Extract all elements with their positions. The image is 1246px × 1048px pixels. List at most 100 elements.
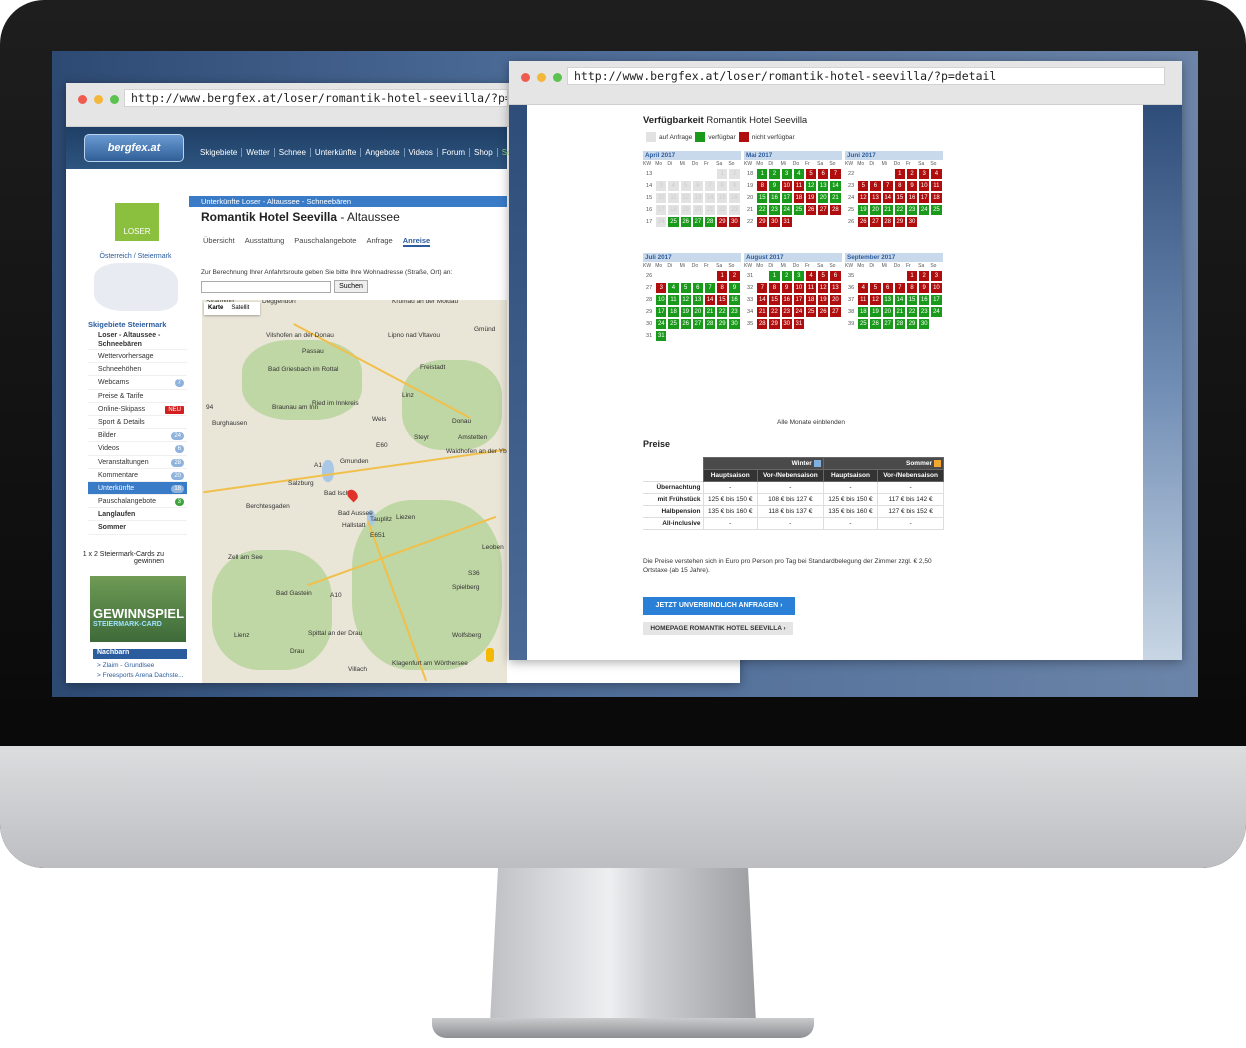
day-cell[interactable]: 20 (870, 205, 881, 215)
day-cell[interactable]: 2 (729, 271, 740, 281)
day-cell[interactable]: 28 (704, 217, 716, 227)
nav-item[interactable]: Shop (470, 148, 498, 157)
day-cell[interactable]: 17 (919, 193, 930, 203)
day-cell[interactable]: 1 (769, 271, 780, 281)
day-cell[interactable]: 3 (793, 271, 804, 281)
neighbor-link[interactable]: > Freesports Arena Dachste... (97, 672, 184, 679)
day-cell[interactable]: 30 (729, 217, 740, 227)
day-cell[interactable]: 12 (858, 193, 869, 203)
day-cell[interactable]: 5 (680, 181, 691, 191)
day-cell[interactable]: 17 (656, 307, 667, 317)
day-cell[interactable]: 27 (692, 217, 703, 227)
day-cell[interactable]: 18 (668, 205, 679, 215)
austria-map-thumbnail[interactable] (94, 263, 178, 311)
day-cell[interactable]: 20 (692, 205, 703, 215)
nav-item[interactable]: Angebote (361, 148, 405, 157)
day-cell[interactable]: 9 (781, 283, 792, 293)
day-cell[interactable]: 1 (757, 169, 768, 179)
sidebar-item[interactable]: Preise & Tarife (88, 390, 187, 403)
day-cell[interactable]: 6 (882, 283, 893, 293)
day-cell[interactable]: 20 (818, 193, 829, 203)
day-cell[interactable]: 13 (870, 193, 881, 203)
day-cell[interactable]: 31 (656, 331, 667, 341)
day-cell[interactable]: 3 (656, 283, 667, 293)
day-cell[interactable]: 17 (793, 295, 804, 305)
day-cell[interactable]: 28 (894, 319, 905, 329)
day-cell[interactable]: 15 (717, 295, 728, 305)
day-cell[interactable]: 16 (729, 193, 740, 203)
nav-item[interactable]: Skigebiete (196, 148, 243, 157)
route-map[interactable]: StraubingDeggendorfKrumau an der MoldauV… (202, 300, 507, 683)
day-cell[interactable]: 6 (692, 181, 703, 191)
day-cell[interactable]: 13 (882, 295, 893, 305)
day-cell[interactable]: 2 (769, 169, 780, 179)
day-cell[interactable]: 28 (704, 319, 716, 329)
browser-window-detail[interactable]: http://www.bergfex.at/loser/romantik-hot… (509, 61, 1182, 660)
nav-item[interactable]: Videos (405, 148, 438, 157)
day-cell[interactable]: 17 (656, 205, 667, 215)
day-cell[interactable]: 25 (668, 217, 679, 227)
map-tab-satellit[interactable]: Satellit (231, 305, 250, 311)
day-cell[interactable]: 3 (931, 271, 942, 281)
day-cell[interactable]: 26 (680, 319, 691, 329)
close-dot-icon[interactable] (521, 73, 530, 82)
day-cell[interactable]: 6 (692, 283, 703, 293)
day-cell[interactable]: 4 (931, 169, 942, 179)
day-cell[interactable]: 11 (858, 295, 869, 305)
day-cell[interactable]: 23 (906, 205, 918, 215)
day-cell[interactable]: 4 (793, 169, 804, 179)
breadcrumb[interactable]: Unterkünfte Loser - Altaussee - Schneebä… (189, 196, 507, 207)
sidebar-item[interactable]: Pauschalangebote 3 (88, 495, 187, 509)
sidebar-item[interactable]: Veranstaltungen 28 (88, 456, 187, 469)
day-cell[interactable]: 29 (717, 217, 728, 227)
day-cell[interactable]: 7 (882, 181, 893, 191)
day-cell[interactable]: 24 (919, 205, 930, 215)
day-cell[interactable]: 22 (894, 205, 905, 215)
day-cell[interactable]: 23 (729, 205, 740, 215)
day-cell[interactable]: 20 (882, 307, 893, 317)
neighbor-link[interactable]: > Zlaim - Grundlsee (97, 662, 155, 669)
sidebar-item[interactable]: Wettervorhersage (88, 350, 187, 364)
day-cell[interactable]: 12 (680, 295, 691, 305)
sidebar-item[interactable]: Loser - Altaussee - Schneebären (88, 330, 187, 350)
day-cell[interactable]: 14 (894, 295, 905, 305)
day-cell[interactable]: 10 (656, 295, 667, 305)
day-cell[interactable]: 29 (894, 217, 905, 227)
day-cell[interactable]: 5 (870, 283, 881, 293)
nav-item[interactable]: Forum (438, 148, 470, 157)
day-cell[interactable]: 9 (729, 181, 740, 191)
day-cell[interactable]: 7 (830, 169, 841, 179)
sidebar-item[interactable]: Videos 6 (88, 442, 187, 456)
day-cell[interactable]: 25 (793, 205, 804, 215)
day-cell[interactable]: 10 (931, 283, 942, 293)
homepage-button[interactable]: HOMEPAGE ROMANTIK HOTEL SEEVILLA › (643, 622, 793, 635)
day-cell[interactable]: 9 (919, 283, 930, 293)
day-cell[interactable]: 18 (805, 295, 817, 305)
day-cell[interactable]: 1 (906, 271, 918, 281)
day-cell[interactable]: 12 (818, 283, 829, 293)
day-cell[interactable]: 1 (894, 169, 905, 179)
day-cell[interactable]: 26 (870, 319, 881, 329)
day-cell[interactable]: 16 (919, 295, 930, 305)
day-cell[interactable]: 13 (692, 295, 703, 305)
day-cell[interactable]: 8 (894, 181, 905, 191)
day-cell[interactable]: 8 (906, 283, 918, 293)
day-cell[interactable]: 15 (906, 295, 918, 305)
nav-item[interactable]: Wetter (242, 148, 275, 157)
street-view-icon[interactable] (486, 648, 494, 662)
day-cell[interactable]: 27 (882, 319, 893, 329)
day-cell[interactable]: 30 (919, 319, 930, 329)
day-cell[interactable]: 18 (858, 307, 869, 317)
day-cell[interactable]: 4 (668, 181, 679, 191)
minimize-dot-icon[interactable] (537, 73, 546, 82)
sidebar-item[interactable]: Sommer (88, 521, 187, 535)
day-cell[interactable]: 21 (704, 205, 716, 215)
day-cell[interactable]: 3 (656, 181, 667, 191)
day-cell[interactable]: 6 (818, 169, 829, 179)
day-cell[interactable]: 23 (769, 205, 780, 215)
address-bar[interactable]: http://www.bergfex.at/loser/romantik-hot… (567, 67, 1165, 85)
day-cell[interactable]: 21 (894, 307, 905, 317)
day-cell[interactable]: 18 (793, 193, 804, 203)
day-cell[interactable]: 18 (931, 193, 942, 203)
day-cell[interactable]: 21 (704, 307, 716, 317)
